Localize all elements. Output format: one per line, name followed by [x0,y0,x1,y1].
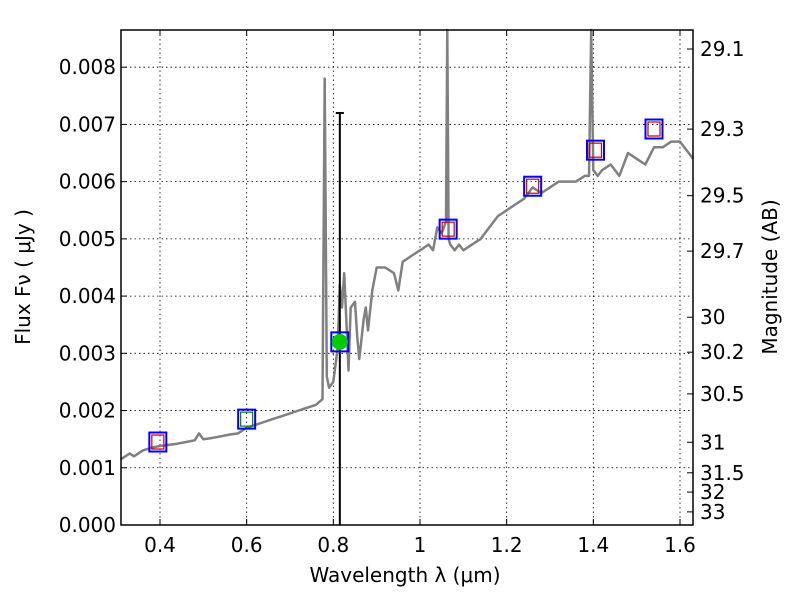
y-tick-label: 0.007 [59,112,116,136]
model-flux-box [240,411,254,427]
mag-tick-label: 33 [700,500,725,524]
observed-flux-box [523,175,543,197]
spectrum-layer [120,28,695,461]
x-axis-label: Wavelength λ (μm) [309,563,500,587]
mag-tick-label: 31.5 [700,461,745,485]
y-tick-label: 0.000 [59,513,116,537]
y-tick-label: 0.008 [59,55,116,79]
y-tick-label: 0.002 [59,399,116,423]
x-tick-label: 1.4 [577,533,609,557]
mag-tick-label: 29.1 [700,37,745,61]
model-flux-box [441,221,455,237]
tick-layer: 0.4 0.6 0.8 1 1.2 1.4 1.6 0.000 0.001 0.002 0.003 0… [59,30,745,557]
y-tick-label: 0.006 [59,170,116,194]
mag-tick-label: 29.3 [700,117,745,141]
x-tick-label: 0.8 [317,533,349,557]
spectrum-line [120,28,695,461]
x-tick-label: 0.4 [144,533,176,557]
x-tick-label: 1.2 [491,533,523,557]
mag-tick-label: 32 [700,480,725,504]
plot-frame [120,29,694,526]
y-tick-label: 0.005 [59,227,116,251]
mag-tick-label: 31 [700,430,725,454]
y-axis-label-right: Magnitude (AB) [758,199,782,354]
observed-flux-box [644,118,664,140]
detection-point [331,333,348,350]
observed-flux-box [237,408,257,430]
model-flux-box [526,178,540,194]
y-tick-label: 0.004 [59,284,116,308]
observed-flux-box [438,218,458,240]
mag-tick-label: 30.5 [700,382,745,406]
mag-tick-label: 29.5 [700,184,745,208]
y-tick-label: 0.001 [59,456,116,480]
x-tick-label: 1.6 [664,533,696,557]
model-flux-box [647,121,661,137]
errorbar-layer [335,111,344,525]
x-tick-label: 1 [414,533,427,557]
observed-flux-box [330,331,350,353]
y-tick-label: 0.003 [59,341,116,365]
mag-tick-label: 30.2 [700,340,745,364]
grid-layer [121,30,693,526]
x-tick-label: 0.6 [231,533,263,557]
marker-layer [148,118,664,453]
observed-flux-box [148,431,168,453]
model-flux-box [588,142,603,158]
observed-flux-box [586,139,605,161]
model-flux-box [151,434,165,450]
mag-tick-label: 29.7 [700,239,745,263]
mag-tick-label: 30 [700,305,725,329]
y-axis-label-left: Flux Fν ( μJy ) [11,209,35,345]
